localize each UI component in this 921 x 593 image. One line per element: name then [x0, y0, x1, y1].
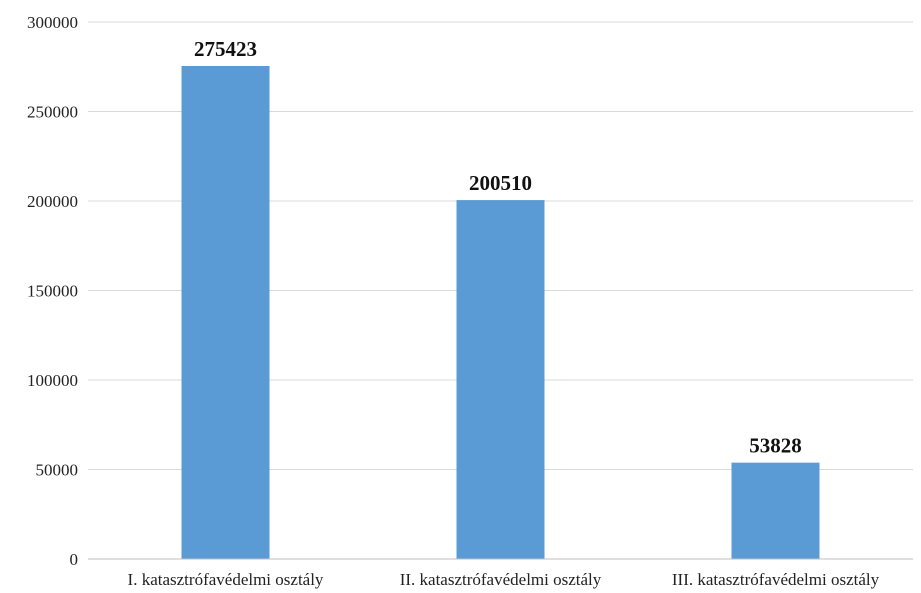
x-category-label: II. katasztrófavédelmi osztály	[400, 570, 602, 589]
y-tick-label: 200000	[27, 192, 78, 211]
y-tick-label: 50000	[36, 461, 79, 480]
bar-value-label: 53828	[749, 434, 802, 458]
bar	[731, 462, 820, 559]
bars	[181, 65, 820, 559]
x-axis-categories: I. katasztrófavédelmi osztály II. kataszt…	[128, 570, 880, 589]
y-tick-label: 100000	[27, 371, 78, 390]
y-tick-label: 250000	[27, 103, 78, 122]
bar-value-label: 200510	[469, 171, 532, 195]
y-tick-label: 150000	[27, 282, 78, 301]
x-category-label: I. katasztrófavédelmi osztály	[128, 570, 324, 589]
y-axis-ticks: 0 50000 100000 150000 200000 250000 300000	[27, 13, 78, 569]
bar	[456, 200, 545, 559]
data-labels: 275423 200510 53828	[194, 37, 802, 458]
y-tick-label: 0	[70, 550, 79, 569]
bar-value-label: 275423	[194, 37, 257, 61]
x-category-label: III. katasztrófavédelmi osztály	[672, 570, 880, 589]
y-tick-label: 300000	[27, 13, 78, 32]
bar	[181, 65, 270, 559]
